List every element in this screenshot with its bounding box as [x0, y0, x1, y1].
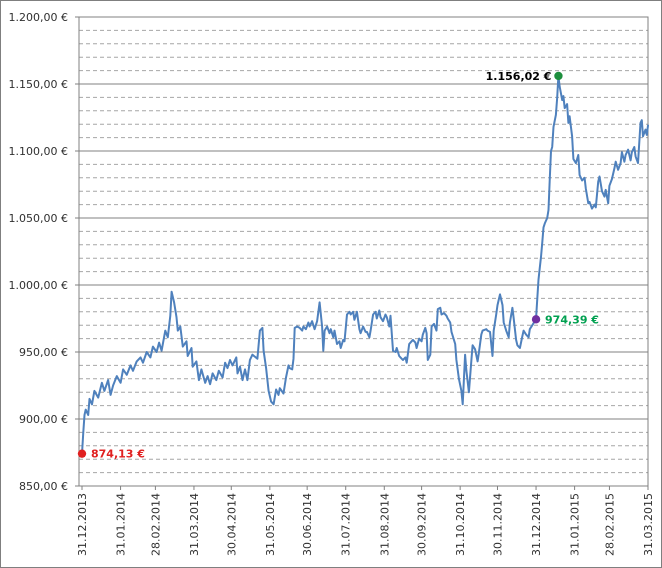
- x-tick-label: 31.01.2014: [115, 493, 128, 556]
- y-tick-label: 950,00 €: [19, 346, 68, 359]
- annotation-label: 874,13 €: [91, 448, 145, 461]
- x-tick-label: 31.10.2014: [454, 493, 467, 556]
- y-tick-label: 1.000,00 €: [9, 279, 68, 292]
- x-tick-label: 31.01.2015: [569, 493, 582, 556]
- x-tick-label: 31.05.2014: [264, 493, 277, 556]
- y-tick-label: 900,00 €: [19, 413, 68, 426]
- y-tick-label: 850,00 €: [19, 480, 68, 493]
- x-tick-label: 30.09.2014: [416, 493, 429, 556]
- annotation-marker: [531, 315, 541, 324]
- x-tick-label: 30.06.2014: [301, 493, 314, 556]
- x-tick-label: 30.11.2014: [491, 493, 504, 556]
- x-tick-label: 30.04.2014: [225, 493, 238, 556]
- y-tick-label: 1.150,00 €: [9, 78, 68, 91]
- x-tick-label: 31.03.2015: [642, 493, 655, 556]
- y-tick-label: 1.200,00 €: [9, 11, 68, 24]
- x-tick-label: 31.12.2013: [76, 493, 89, 556]
- x-tick-label: 31.03.2014: [188, 493, 201, 556]
- x-tick-label: 31.12.2014: [530, 493, 543, 556]
- annotation-marker: [554, 71, 563, 81]
- annotation-label: 974,39 €: [545, 313, 599, 326]
- x-tick-label: 31.07.2014: [340, 493, 353, 556]
- annotation-label: 1.156,02 €: [486, 70, 552, 83]
- y-tick-label: 1.050,00 €: [9, 212, 68, 225]
- x-tick-label: 28.02.2014: [149, 493, 162, 556]
- y-tick-label: 1.100,00 €: [9, 145, 68, 158]
- x-tick-label: 31.08.2014: [378, 493, 391, 556]
- plot-border: [78, 16, 649, 487]
- price-line: [81, 74, 649, 455]
- x-tick-label: 28.02.2015: [603, 493, 616, 556]
- annotation-marker: [77, 449, 87, 458]
